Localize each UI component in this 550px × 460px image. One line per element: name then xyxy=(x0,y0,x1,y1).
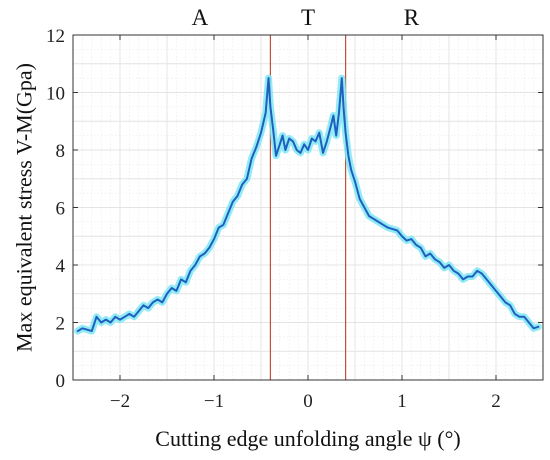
x-tick-label: 2 xyxy=(491,391,501,412)
x-tick-label: −1 xyxy=(204,391,224,412)
region-label-t: T xyxy=(301,5,315,30)
y-tick-label: 12 xyxy=(46,26,65,47)
x-tick-label: −2 xyxy=(110,391,130,412)
x-tick-label: 1 xyxy=(397,391,407,412)
y-tick-label: 0 xyxy=(56,371,66,392)
stress-series-line xyxy=(76,77,540,333)
y-tick-label: 8 xyxy=(56,141,66,162)
grid xyxy=(72,34,544,381)
x-axis-title: Cutting edge unfolding angle ψ (°) xyxy=(155,426,460,451)
series-layer xyxy=(74,74,542,335)
y-tick-label: 10 xyxy=(46,84,65,105)
y-axis-title: Max equivalent stress V-M(Gpa) xyxy=(12,63,37,352)
y-tick-label: 2 xyxy=(56,314,66,335)
y-tick-label: 6 xyxy=(56,199,66,220)
y-tick-label: 4 xyxy=(56,256,66,277)
x-tick-label: 0 xyxy=(303,391,313,412)
region-label-a: A xyxy=(192,5,209,30)
region-label-r: R xyxy=(404,5,420,30)
